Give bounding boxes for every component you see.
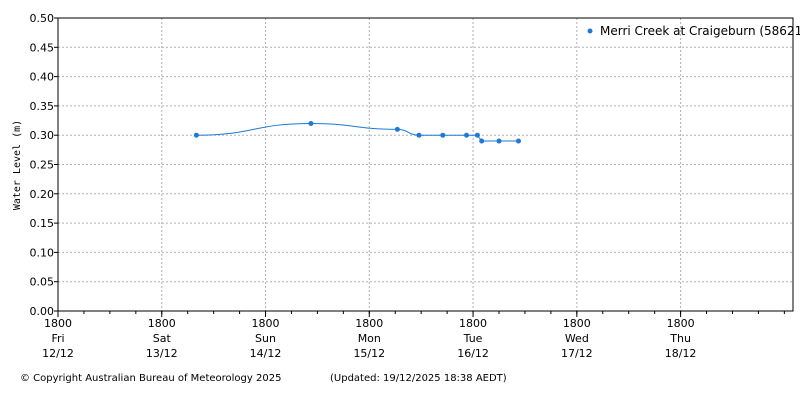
y-tick-label: 0.15 <box>30 217 55 230</box>
x-tick-label: 12/12 <box>42 347 74 360</box>
axes: 0.00 0.05 0.10 0.15 0.20 0.25 0.30 0.35 0.40 0.45… <box>30 12 794 360</box>
x-tick-label: 1800 <box>44 317 72 330</box>
x-tick-label: Tue <box>463 332 483 345</box>
x-tick-label: 13/12 <box>146 347 178 360</box>
series-layer <box>193 120 521 144</box>
y-tick-label: 0.40 <box>30 71 55 84</box>
plot-border <box>57 17 794 312</box>
data-point <box>308 120 314 126</box>
data-point <box>440 132 446 138</box>
x-tick-label: 17/12 <box>561 347 593 360</box>
y-tick-label: 0.25 <box>30 159 55 172</box>
x-tick-label: 16/12 <box>457 347 489 360</box>
data-point <box>474 132 480 138</box>
data-point <box>416 132 422 138</box>
data-point <box>479 138 485 144</box>
data-point <box>496 138 502 144</box>
x-tick-label: 1800 <box>252 317 280 330</box>
y-tick-label: 0.20 <box>30 188 55 201</box>
x-tick-label: 1800 <box>667 317 695 330</box>
x-tick-label: Sat <box>153 332 172 345</box>
y-tick-label: 0.05 <box>30 276 55 289</box>
y-tick-label: 0.00 <box>30 305 55 318</box>
data-point <box>193 132 199 138</box>
x-tick-label: 1800 <box>148 317 176 330</box>
x-tick-label: 1800 <box>563 317 591 330</box>
x-tick-label: Mon <box>358 332 381 345</box>
x-tick-label: 14/12 <box>250 347 282 360</box>
data-point <box>515 138 521 144</box>
x-tick-label: Thu <box>669 332 691 345</box>
y-tick-label: 0.35 <box>30 100 55 113</box>
y-tick-label: 0.30 <box>30 129 55 142</box>
x-tick-label: Sun <box>255 332 276 345</box>
x-tick-label: Wed <box>565 332 589 345</box>
x-tick-label: 15/12 <box>353 347 385 360</box>
legend: Merri Creek at Craigeburn (586211) <box>587 24 800 38</box>
y-tick-label: 0.10 <box>30 246 55 259</box>
legend-label: Merri Creek at Craigeburn (586211) <box>600 24 800 38</box>
y-tick-label: 0.50 <box>30 12 55 25</box>
updated-timestamp: (Updated: 19/12/2025 18:38 AEDT) <box>330 373 507 384</box>
x-tick-label: 1800 <box>459 317 487 330</box>
data-point <box>464 132 470 138</box>
x-tick-label: 18/12 <box>665 347 697 360</box>
x-tick-label: 1800 <box>355 317 383 330</box>
water-level-chart: 0.00 0.05 0.10 0.15 0.20 0.25 0.30 0.35 0.40 0.45… <box>12 12 800 360</box>
copyright-text: © Copyright Australian Bureau of Meteoro… <box>20 373 282 384</box>
x-tick-label: Fri <box>51 332 64 345</box>
y-tick-label: 0.45 <box>30 41 55 54</box>
y-axis-label: Water Level (m) <box>12 120 23 210</box>
data-point <box>394 126 400 132</box>
legend-marker <box>587 28 593 34</box>
